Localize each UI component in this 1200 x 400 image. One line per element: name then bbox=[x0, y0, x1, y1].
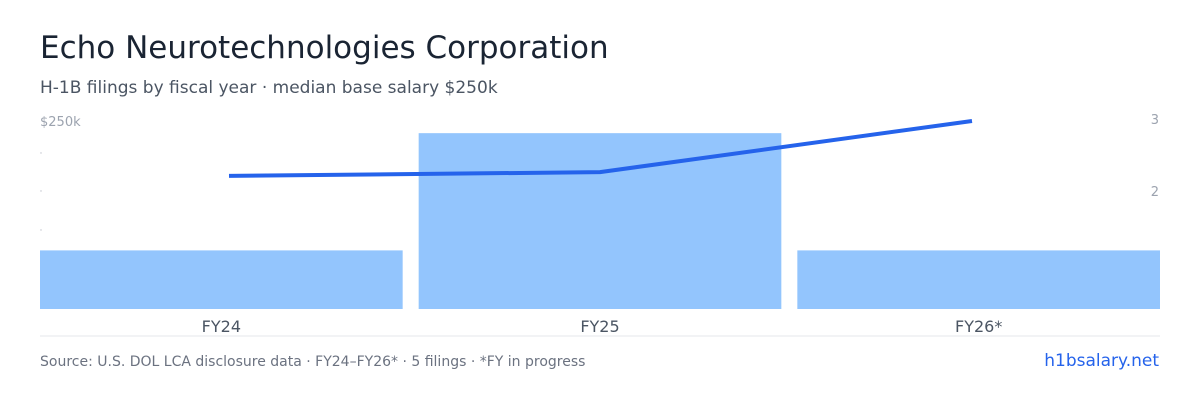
median-salary-line bbox=[228, 119, 973, 178]
right-axis-tick-label: 3 bbox=[1151, 113, 1159, 128]
page-title: Echo Neurotechnologies Corporation bbox=[40, 30, 609, 66]
brand-link[interactable]: h1bsalary.net bbox=[1044, 351, 1159, 371]
bar-fy25 bbox=[418, 133, 782, 309]
left-axis-minor-tick bbox=[40, 152, 42, 154]
left-axis-minor-tick bbox=[40, 229, 42, 231]
axis-layer: FY24 FY25 FY26* $250k 3 2 bbox=[40, 113, 1160, 337]
source-note: Source: U.S. DOL LCA disclosure data · F… bbox=[40, 354, 586, 370]
bars-layer bbox=[40, 133, 1160, 309]
bar-fy24 bbox=[40, 250, 403, 309]
chart-subtitle: H-1B filings by fiscal year · median bas… bbox=[40, 78, 498, 98]
line-layer bbox=[228, 119, 973, 178]
left-axis-tick-label: $250k bbox=[40, 115, 81, 130]
right-axis-tick-label: 2 bbox=[1151, 185, 1159, 200]
x-tick-label: FY24 bbox=[202, 317, 241, 336]
x-tick-label: FY25 bbox=[580, 317, 619, 336]
left-axis-minor-tick bbox=[40, 190, 42, 192]
bar-fy26-partial bbox=[797, 250, 1160, 309]
x-tick-label: FY26* bbox=[955, 317, 1002, 336]
